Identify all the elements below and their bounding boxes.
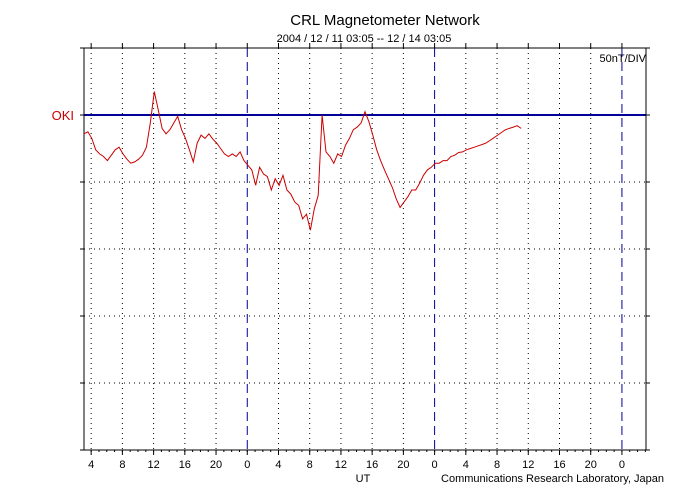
x-tick-label: 0 xyxy=(619,459,625,471)
x-tick-label: 8 xyxy=(494,459,500,471)
credit-label: Communications Research Laboratory, Japa… xyxy=(441,473,664,485)
x-tick-label: 20 xyxy=(210,459,222,471)
x-tick-label: 20 xyxy=(397,459,409,471)
x-tick-label: 16 xyxy=(179,459,191,471)
x-tick-label: 16 xyxy=(553,459,565,471)
x-tick-label: 4 xyxy=(275,459,281,471)
x-tick-label: 8 xyxy=(307,459,313,471)
x-tick-label: 20 xyxy=(585,459,597,471)
x-tick-label: 16 xyxy=(366,459,378,471)
scale-label: 50nT/DIV xyxy=(599,53,646,65)
x-tick-label: 12 xyxy=(522,459,534,471)
date-range-subtitle: 2004 / 12 / 11 03:05 -- 12 / 14 03:05 xyxy=(276,33,452,45)
x-tick-label: 0 xyxy=(432,459,438,471)
magnetometer-trace xyxy=(83,91,522,231)
station-label: OKI xyxy=(51,108,74,123)
x-tick-label: 4 xyxy=(463,459,469,471)
x-tick-label: 12 xyxy=(335,459,347,471)
x-tick-label: 4 xyxy=(88,459,94,471)
chart-title: CRL Magnetometer Network xyxy=(290,12,480,29)
x-tick-label: 8 xyxy=(119,459,125,471)
x-tick-label: 12 xyxy=(147,459,159,471)
x-axis-label: UT xyxy=(355,473,371,485)
x-tick-label: 0 xyxy=(244,459,250,471)
